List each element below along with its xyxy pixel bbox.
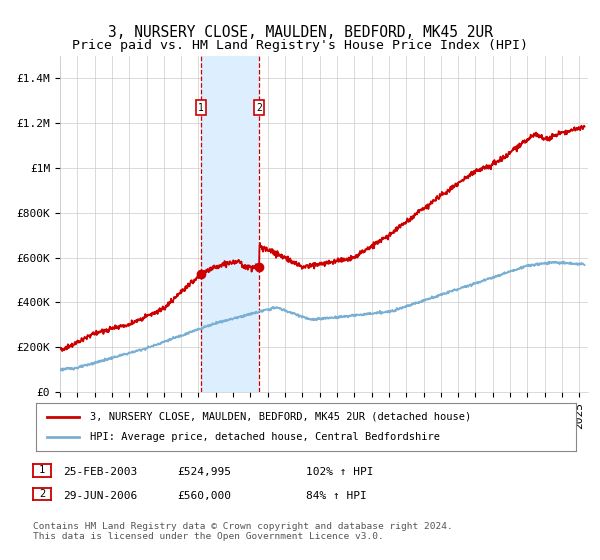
Bar	[201, 56, 259, 392]
Text: HPI: Average price, detached house, Central Bedfordshire: HPI: Average price, detached house, Cent…	[90, 432, 440, 442]
Text: 29-JUN-2006: 29-JUN-2006	[63, 491, 137, 501]
Text: 2: 2	[39, 489, 45, 499]
Text: £524,995: £524,995	[177, 467, 231, 477]
Text: 25-FEB-2003: 25-FEB-2003	[63, 467, 137, 477]
Text: 3, NURSERY CLOSE, MAULDEN, BEDFORD, MK45 2UR (detached house): 3, NURSERY CLOSE, MAULDEN, BEDFORD, MK45…	[90, 412, 471, 422]
Text: Contains HM Land Registry data © Crown copyright and database right 2024.
This d: Contains HM Land Registry data © Crown c…	[33, 522, 453, 542]
Text: Price paid vs. HM Land Registry's House Price Index (HPI): Price paid vs. HM Land Registry's House …	[72, 39, 528, 52]
Text: 102% ↑ HPI: 102% ↑ HPI	[306, 467, 373, 477]
Text: 1: 1	[39, 465, 45, 475]
Text: 2: 2	[256, 102, 262, 113]
Text: 1: 1	[198, 102, 204, 113]
Text: 84% ↑ HPI: 84% ↑ HPI	[306, 491, 367, 501]
Text: £560,000: £560,000	[177, 491, 231, 501]
Text: 3, NURSERY CLOSE, MAULDEN, BEDFORD, MK45 2UR: 3, NURSERY CLOSE, MAULDEN, BEDFORD, MK45…	[107, 25, 493, 40]
